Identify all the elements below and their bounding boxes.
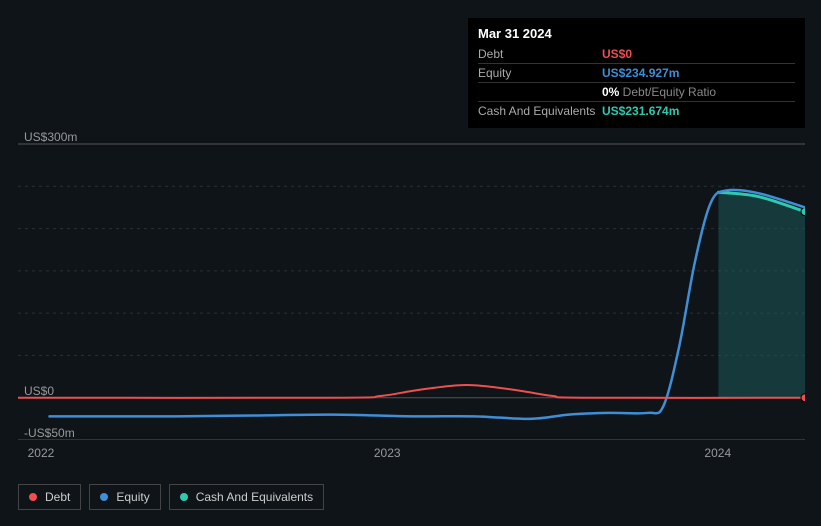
tooltip-row: DebtUS$0: [478, 45, 795, 64]
x-axis-label: 2022: [28, 446, 55, 460]
tooltip-value: US$234.927m: [602, 66, 679, 80]
legend-dot: [29, 493, 37, 501]
tooltip-label: [478, 85, 602, 99]
legend-label: Equity: [116, 490, 149, 504]
y-axis-label: US$300m: [24, 130, 77, 144]
x-axis-label: 2023: [374, 446, 401, 460]
tooltip-row: 0% Debt/Equity Ratio: [478, 83, 795, 102]
tooltip-value: US$0: [602, 47, 632, 61]
legend-item[interactable]: Cash And Equivalents: [169, 484, 324, 510]
legend: Debt Equity Cash And Equivalents: [18, 484, 324, 510]
tooltip-row: EquityUS$234.927m: [478, 64, 795, 83]
data-tooltip: Mar 31 2024 DebtUS$0EquityUS$234.927m0% …: [468, 18, 805, 128]
y-axis-label: -US$50m: [24, 426, 75, 440]
tooltip-suffix: Debt/Equity Ratio: [619, 85, 716, 99]
legend-item[interactable]: Debt: [18, 484, 81, 510]
financial-chart: US$300mUS$0-US$50m202220232024: [18, 120, 805, 440]
legend-label: Cash And Equivalents: [196, 490, 313, 504]
tooltip-label: Equity: [478, 66, 602, 80]
tooltip-label: Debt: [478, 47, 602, 61]
legend-dot: [180, 493, 188, 501]
tooltip-value: 0% Debt/Equity Ratio: [602, 85, 716, 99]
x-axis-label: 2024: [704, 446, 731, 460]
tooltip-value: US$231.674m: [602, 104, 679, 118]
legend-dot: [100, 493, 108, 501]
y-axis-label: US$0: [24, 384, 54, 398]
legend-label: Debt: [45, 490, 70, 504]
legend-item[interactable]: Equity: [89, 484, 160, 510]
chart-svg: [18, 120, 805, 440]
tooltip-row: Cash And EquivalentsUS$231.674m: [478, 102, 795, 120]
tooltip-label: Cash And Equivalents: [478, 104, 602, 118]
tooltip-date: Mar 31 2024: [478, 26, 795, 41]
